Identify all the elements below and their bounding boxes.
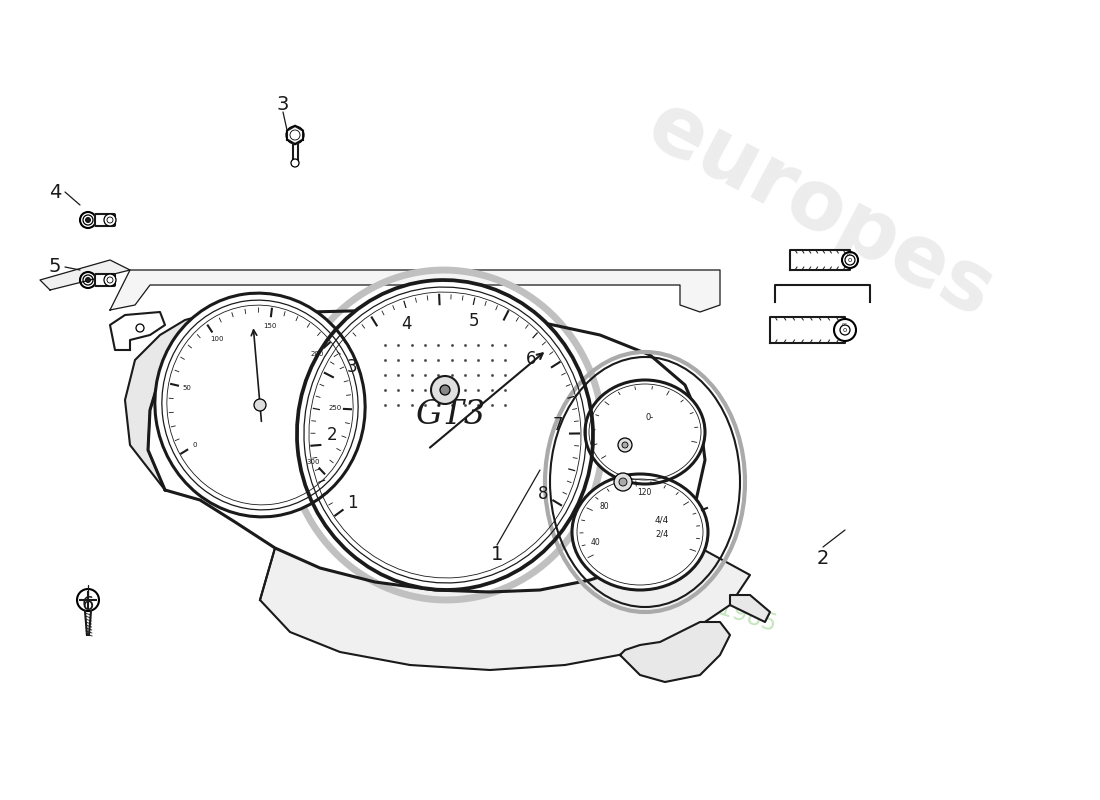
Text: 50: 50 (183, 385, 191, 390)
Circle shape (104, 274, 116, 286)
Polygon shape (40, 260, 130, 290)
Circle shape (834, 319, 856, 341)
Circle shape (86, 218, 90, 222)
Text: 2/4: 2/4 (656, 530, 669, 538)
Text: 80: 80 (600, 502, 609, 511)
Circle shape (619, 478, 627, 486)
Polygon shape (110, 312, 165, 350)
Polygon shape (730, 595, 770, 622)
Polygon shape (770, 317, 845, 343)
Circle shape (621, 442, 628, 448)
Circle shape (842, 252, 858, 268)
Ellipse shape (585, 380, 705, 484)
Circle shape (614, 473, 632, 491)
Text: 250: 250 (328, 406, 342, 411)
Polygon shape (125, 312, 214, 490)
Text: 0-: 0- (646, 413, 654, 422)
Text: 0: 0 (192, 442, 197, 448)
Text: 40: 40 (591, 538, 601, 546)
Circle shape (86, 278, 90, 282)
Text: 100: 100 (210, 337, 223, 342)
Text: 3: 3 (348, 358, 358, 376)
Ellipse shape (572, 474, 708, 590)
Circle shape (292, 159, 299, 167)
Text: 3: 3 (277, 95, 289, 114)
FancyBboxPatch shape (95, 214, 116, 226)
Text: 1: 1 (348, 494, 358, 512)
Text: a passion for porsche since 1985: a passion for porsche since 1985 (400, 494, 779, 637)
Text: 2: 2 (327, 426, 338, 444)
Polygon shape (110, 270, 720, 312)
Text: 4: 4 (48, 182, 62, 202)
Ellipse shape (297, 280, 593, 590)
Text: 6: 6 (526, 350, 537, 368)
Text: 6: 6 (81, 595, 95, 614)
Text: 150: 150 (263, 322, 276, 329)
Polygon shape (790, 250, 850, 270)
Ellipse shape (431, 376, 459, 404)
Text: 5: 5 (469, 312, 480, 330)
Text: 4: 4 (402, 314, 411, 333)
Text: 8: 8 (538, 485, 548, 503)
Text: 5: 5 (48, 258, 62, 277)
Polygon shape (260, 545, 750, 670)
Text: 200: 200 (311, 350, 324, 357)
Text: o: o (848, 257, 852, 263)
Polygon shape (620, 622, 730, 682)
Ellipse shape (155, 293, 365, 517)
Circle shape (254, 399, 266, 411)
FancyBboxPatch shape (95, 274, 116, 286)
Circle shape (618, 438, 632, 452)
Circle shape (104, 214, 116, 226)
Polygon shape (148, 310, 705, 592)
Text: 4/4: 4/4 (654, 515, 669, 525)
Text: 120: 120 (637, 489, 651, 498)
Text: GT3: GT3 (415, 399, 485, 431)
Text: europes: europes (632, 85, 1007, 335)
Circle shape (136, 324, 144, 332)
Text: 1: 1 (491, 546, 503, 565)
Text: cc: cc (847, 253, 852, 258)
Text: 7: 7 (552, 416, 563, 434)
Circle shape (440, 385, 450, 395)
Text: cc: cc (842, 322, 848, 327)
Text: 2: 2 (817, 549, 829, 567)
Text: o: o (843, 327, 847, 333)
Text: 300: 300 (306, 458, 320, 465)
